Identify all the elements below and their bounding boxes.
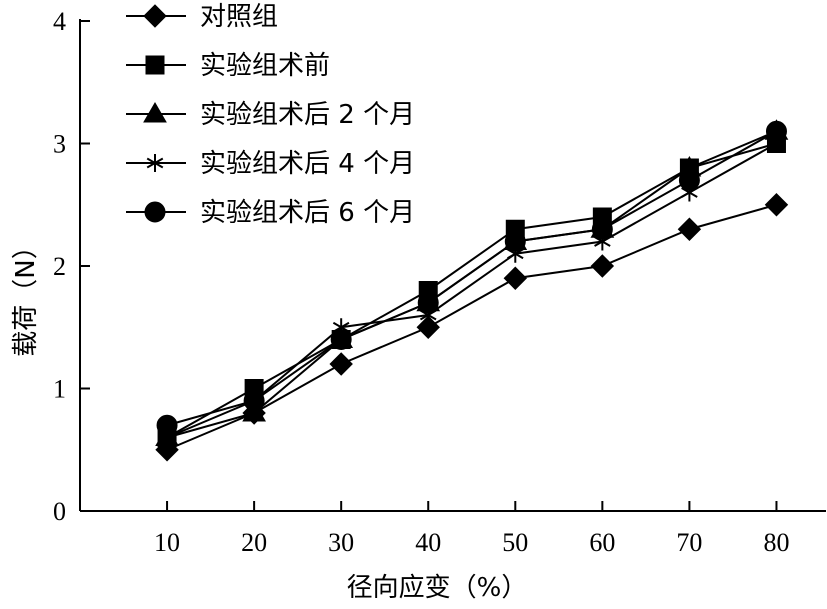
x-tick-label: 10 <box>154 528 180 557</box>
series-line <box>166 130 777 427</box>
y-tick-label: 4 <box>53 7 66 36</box>
circle-marker <box>330 329 352 350</box>
circle-marker <box>144 201 166 223</box>
diamond-marker <box>416 315 440 339</box>
legend-label: 实验组术后 4 个月 <box>200 149 415 179</box>
x-tick-label: 60 <box>589 528 615 557</box>
x-tick-label: 20 <box>241 528 267 557</box>
diamond-marker <box>503 266 528 290</box>
y-axis-title: 载荷（N） <box>11 233 41 356</box>
legend-item: 实验组术后 6 个月 <box>126 198 415 228</box>
legend-item: 实验组术前 <box>126 51 330 81</box>
axes <box>79 19 826 512</box>
legend-item: 实验组术后 2 个月 <box>126 100 415 130</box>
series-group <box>155 119 789 462</box>
legend-label: 实验组术后 2 个月 <box>200 100 415 130</box>
diamond-marker <box>677 217 702 241</box>
x-axis-title: 径向应变（%） <box>347 573 528 603</box>
diamond-marker <box>329 352 353 376</box>
circle-marker <box>591 218 613 240</box>
star-marker <box>146 154 164 172</box>
diamond-marker <box>590 254 615 278</box>
circle-marker <box>417 292 439 314</box>
y-tick-label: 1 <box>53 375 66 404</box>
x-tick-label: 80 <box>763 528 789 557</box>
x-tick-label: 30 <box>328 528 354 557</box>
circle-marker <box>765 120 787 142</box>
circle-marker <box>504 231 526 252</box>
series-circle <box>156 120 787 436</box>
legend-label: 对照组 <box>200 2 278 32</box>
circle-marker <box>678 169 700 191</box>
x-tick-label: 50 <box>502 528 528 557</box>
series-line <box>166 142 777 439</box>
y-ticks: 0 1 2 3 4 <box>53 7 90 526</box>
diamond-marker <box>764 193 789 217</box>
y-tick-label: 3 <box>53 130 66 159</box>
circle-marker <box>243 390 265 412</box>
x-tick-label: 40 <box>415 528 441 557</box>
triangle-marker <box>143 102 167 123</box>
square-marker <box>145 55 165 75</box>
legend-item: 对照组 <box>126 2 278 32</box>
series-line <box>166 203 777 451</box>
circle-marker <box>156 414 178 436</box>
legend-label: 实验组术后 6 个月 <box>200 198 415 228</box>
diamond-marker <box>143 4 167 28</box>
x-ticks: 10 20 30 40 50 60 70 80 <box>154 501 789 557</box>
x-tick-label: 70 <box>676 528 702 557</box>
y-tick-label: 0 <box>53 497 66 526</box>
legend-label: 实验组术前 <box>200 51 330 81</box>
triangle-marker <box>242 401 266 422</box>
y-tick-label: 2 <box>53 252 66 281</box>
legend-item: 实验组术后 4 个月 <box>126 149 415 179</box>
series-line <box>166 142 777 439</box>
